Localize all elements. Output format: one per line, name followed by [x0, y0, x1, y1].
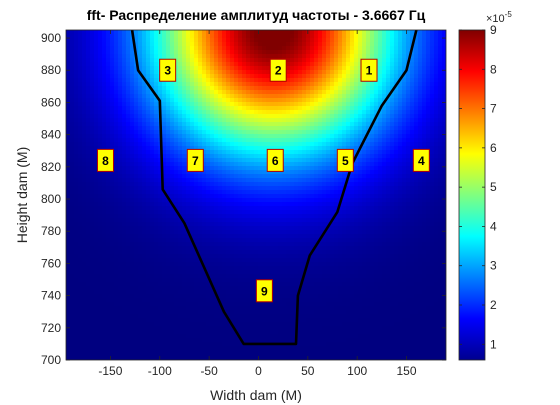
- y-tick-label: 880: [41, 63, 61, 77]
- y-axis: 700 720 740 760 780 800 820 840 860 880 900: [41, 31, 446, 367]
- heatmap-field: [66, 30, 446, 360]
- marker-9: 9: [255, 279, 273, 303]
- y-tick-label: 700: [41, 353, 61, 367]
- x-axis: -150 -100 -50 0 50 100 150: [98, 30, 417, 378]
- marker-label: 7: [192, 154, 199, 168]
- y-tick-label: 860: [41, 95, 61, 109]
- colorbar-tick-label: 5: [490, 180, 497, 194]
- y-tick-label: 820: [41, 160, 61, 174]
- x-axis-label: Width dam (M): [210, 387, 302, 403]
- marker-label: 4: [418, 154, 425, 168]
- colorbar-exponent: ×10-5: [486, 10, 512, 25]
- colorbar-tick-label: 4: [490, 219, 497, 233]
- y-tick-label: 780: [41, 224, 61, 238]
- marker-6: 6: [266, 148, 284, 172]
- marker-label: 8: [102, 154, 109, 168]
- marker-5: 5: [336, 148, 354, 172]
- y-tick-label: 840: [41, 128, 61, 142]
- colorbar-ticks: 1 2 3 4 5 6 7 8 9: [459, 23, 497, 351]
- marker-2: 2: [269, 58, 287, 82]
- x-tick-label: 150: [397, 364, 417, 378]
- dam-outline: [130, 30, 418, 346]
- plot-frame: [65, 29, 447, 361]
- marker-8: 8: [96, 148, 114, 172]
- colorbar-tick-label: 9: [490, 23, 497, 37]
- marker-label: 9: [261, 284, 268, 298]
- plot-area: 1 2 3 4 5 6 7 8 9: [65, 29, 447, 361]
- y-tick-label: 760: [41, 256, 61, 270]
- x-tick-label: 50: [301, 364, 315, 378]
- colorbar-gradient: [458, 29, 486, 361]
- marker-3: 3: [159, 58, 177, 82]
- colorbar-tick-label: 3: [490, 259, 497, 273]
- x-tick-label: -100: [148, 364, 172, 378]
- x-tick-label: 100: [347, 364, 367, 378]
- marker-1: 1: [360, 58, 378, 82]
- y-tick-label: 800: [41, 192, 61, 206]
- y-tick-label: 900: [41, 31, 61, 45]
- marker-label: 3: [164, 64, 171, 78]
- colorbar-tick-label: 1: [490, 337, 497, 351]
- x-tick-label: -50: [200, 364, 218, 378]
- y-axis-label: Height dam (M): [14, 147, 30, 243]
- marker-label: 6: [272, 154, 279, 168]
- y-tick-label: 740: [41, 289, 61, 303]
- y-tick-label: 720: [41, 321, 61, 335]
- marker-label: 2: [275, 64, 282, 78]
- marker-4: 4: [412, 148, 430, 172]
- colorbar-tick-label: 7: [490, 102, 497, 116]
- colorbar: 1 2 3 4 5 6 7 8 9 ×10-5: [458, 10, 512, 361]
- x-tick-label: 0: [255, 364, 262, 378]
- marker-label: 5: [342, 154, 349, 168]
- marker-label: 1: [366, 64, 373, 78]
- colorbar-tick-label: 8: [490, 62, 497, 76]
- x-tick-label: -150: [98, 364, 122, 378]
- colorbar-tick-label: 6: [490, 141, 497, 155]
- point-markers: 1 2 3 4 5 6 7 8 9: [96, 58, 430, 303]
- colorbar-tick-label: 2: [490, 298, 497, 312]
- chart-title: fft- Распределение амплитуд частоты - 3.…: [87, 7, 426, 23]
- marker-7: 7: [186, 148, 204, 172]
